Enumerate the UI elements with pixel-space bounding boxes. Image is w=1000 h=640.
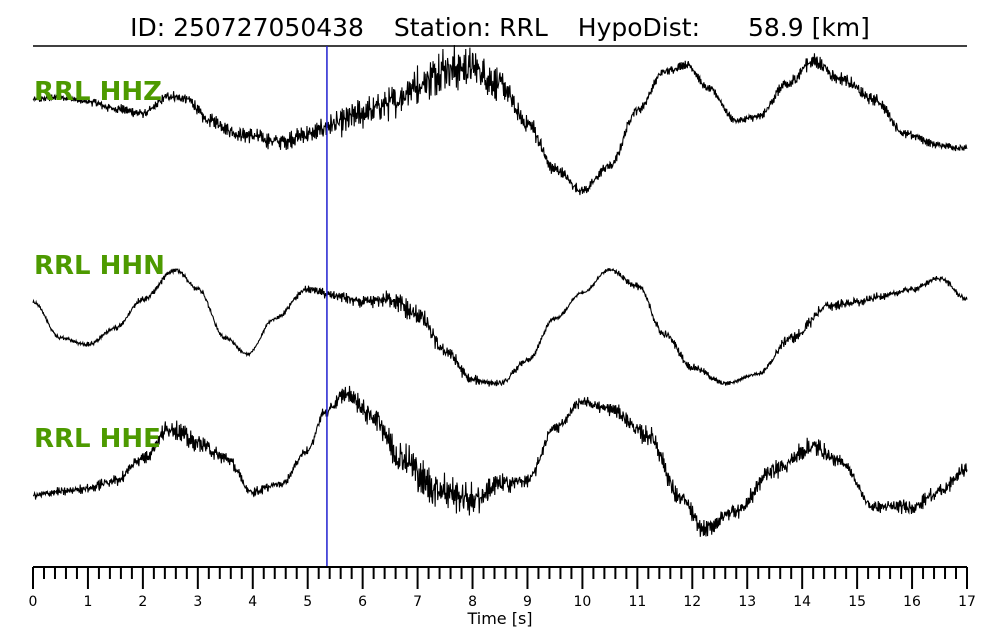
x-axis-label: Time [s] xyxy=(466,609,532,628)
title-event-id: ID: 250727050438 xyxy=(130,13,364,42)
title-hypodist-label: HypoDist: xyxy=(578,13,700,42)
x-tick-label: 12 xyxy=(683,594,701,610)
x-tick-label: 2 xyxy=(138,594,147,610)
x-tick-label: 3 xyxy=(193,594,202,610)
chart-title: ID: 250727050438 Station: RRL HypoDist: … xyxy=(130,13,870,42)
trace-label-rrl-hhz: RRL HHZ xyxy=(34,77,162,107)
title-station: Station: RRL xyxy=(394,13,548,42)
x-tick-label: 15 xyxy=(848,594,866,610)
x-axis: 0 1 2 3 4 5 6 7 8 9 10 11 12 13 14 15 16 17 xyxy=(29,566,976,610)
trace-line-rrl-hhn xyxy=(32,267,968,387)
x-tick-label: 13 xyxy=(738,594,756,610)
x-tick-label: 16 xyxy=(903,594,921,610)
trace-labels-group: RRL HHZ RRL HHN RRL HHE xyxy=(34,77,165,454)
x-tick-label: 0 xyxy=(29,594,38,610)
x-tick-label: 7 xyxy=(413,594,422,610)
trace-line-rrl-hhe xyxy=(32,385,968,537)
title-hypodist-value: 58.9 [km] xyxy=(748,13,870,42)
trace-label-rrl-hhe: RRL HHE xyxy=(34,424,161,454)
x-tick-label: 6 xyxy=(358,594,367,610)
x-tick-label: 17 xyxy=(958,594,976,610)
traces-group xyxy=(32,44,968,537)
x-tick-label: 14 xyxy=(793,594,811,610)
x-tick-label: 1 xyxy=(83,594,92,610)
x-tick-label: 8 xyxy=(468,594,477,610)
trace-label-rrl-hhn: RRL HHN xyxy=(34,251,165,281)
x-tick-label: 5 xyxy=(303,594,312,610)
x-tick-label: 9 xyxy=(523,594,532,610)
x-tick-label: 4 xyxy=(248,594,257,610)
x-tick-label: 11 xyxy=(628,594,646,610)
x-tick-label: 10 xyxy=(573,594,591,610)
trace-line-rrl-hhz xyxy=(32,44,968,196)
